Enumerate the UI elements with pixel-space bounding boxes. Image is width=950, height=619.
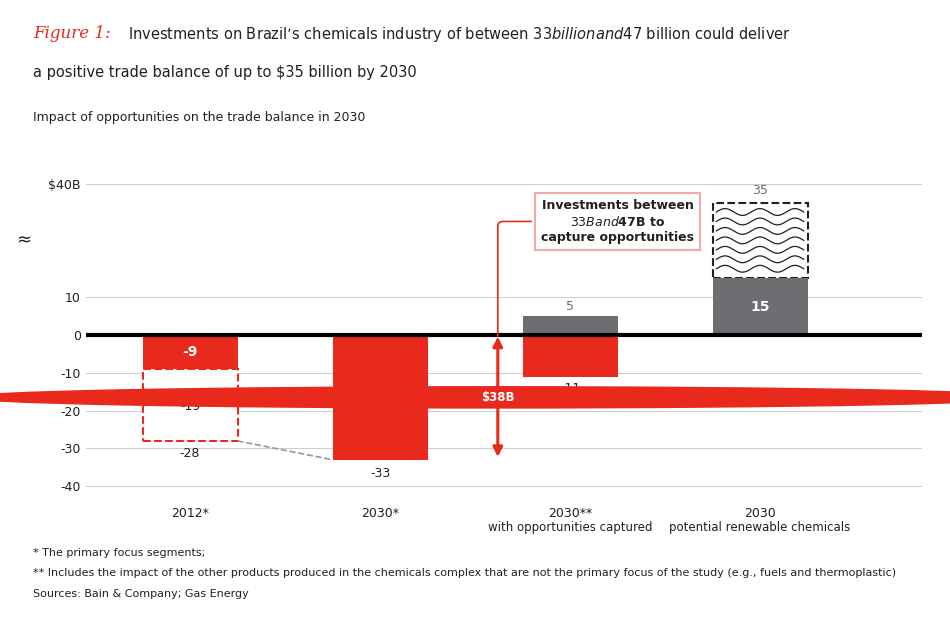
Text: 2030*: 2030* (361, 507, 399, 520)
Bar (142, 335, 238, 369)
Text: -11: -11 (560, 382, 580, 396)
Text: -19: -19 (180, 400, 200, 413)
Text: 35: 35 (752, 184, 768, 197)
Bar (332, 335, 428, 460)
Bar (522, 335, 618, 376)
Text: ≈: ≈ (16, 232, 31, 249)
Text: -9: -9 (182, 345, 198, 359)
Text: 15: 15 (750, 300, 770, 314)
Bar (522, 316, 618, 335)
Circle shape (0, 387, 950, 408)
Text: 5: 5 (566, 300, 574, 313)
Text: 2012*: 2012* (171, 507, 209, 520)
Text: a positive trade balance of up to $35 billion by 2030: a positive trade balance of up to $35 bi… (33, 65, 417, 80)
Text: * The primary focus segments;: * The primary focus segments; (33, 548, 205, 558)
Text: Investments between
$33B and $47B to
capture opportunities: Investments between $33B and $47B to cap… (498, 199, 694, 336)
Text: Investments on Brazil’s chemicals industry of between $33 billion and $47 billio: Investments on Brazil’s chemicals indust… (128, 25, 791, 44)
Text: Sources: Bain & Company; Gas Energy: Sources: Bain & Company; Gas Energy (33, 589, 249, 599)
Bar (142, 369, 238, 441)
Text: 2030**: 2030** (548, 507, 592, 520)
Text: Impact of opportunities on the trade balance in 2030: Impact of opportunities on the trade bal… (33, 111, 366, 124)
Text: potential renewable chemicals: potential renewable chemicals (670, 521, 850, 534)
Text: $38B: $38B (481, 391, 515, 404)
Text: ** Includes the impact of the other products produced in the chemicals complex t: ** Includes the impact of the other prod… (33, 568, 897, 578)
Text: with opportunities captured: with opportunities captured (487, 521, 653, 534)
Text: Figure 1:: Figure 1: (33, 25, 111, 41)
Bar (712, 202, 808, 278)
Text: -33: -33 (370, 467, 390, 480)
Text: -28: -28 (180, 446, 200, 459)
Bar (712, 278, 808, 335)
Text: 2030: 2030 (744, 507, 776, 520)
